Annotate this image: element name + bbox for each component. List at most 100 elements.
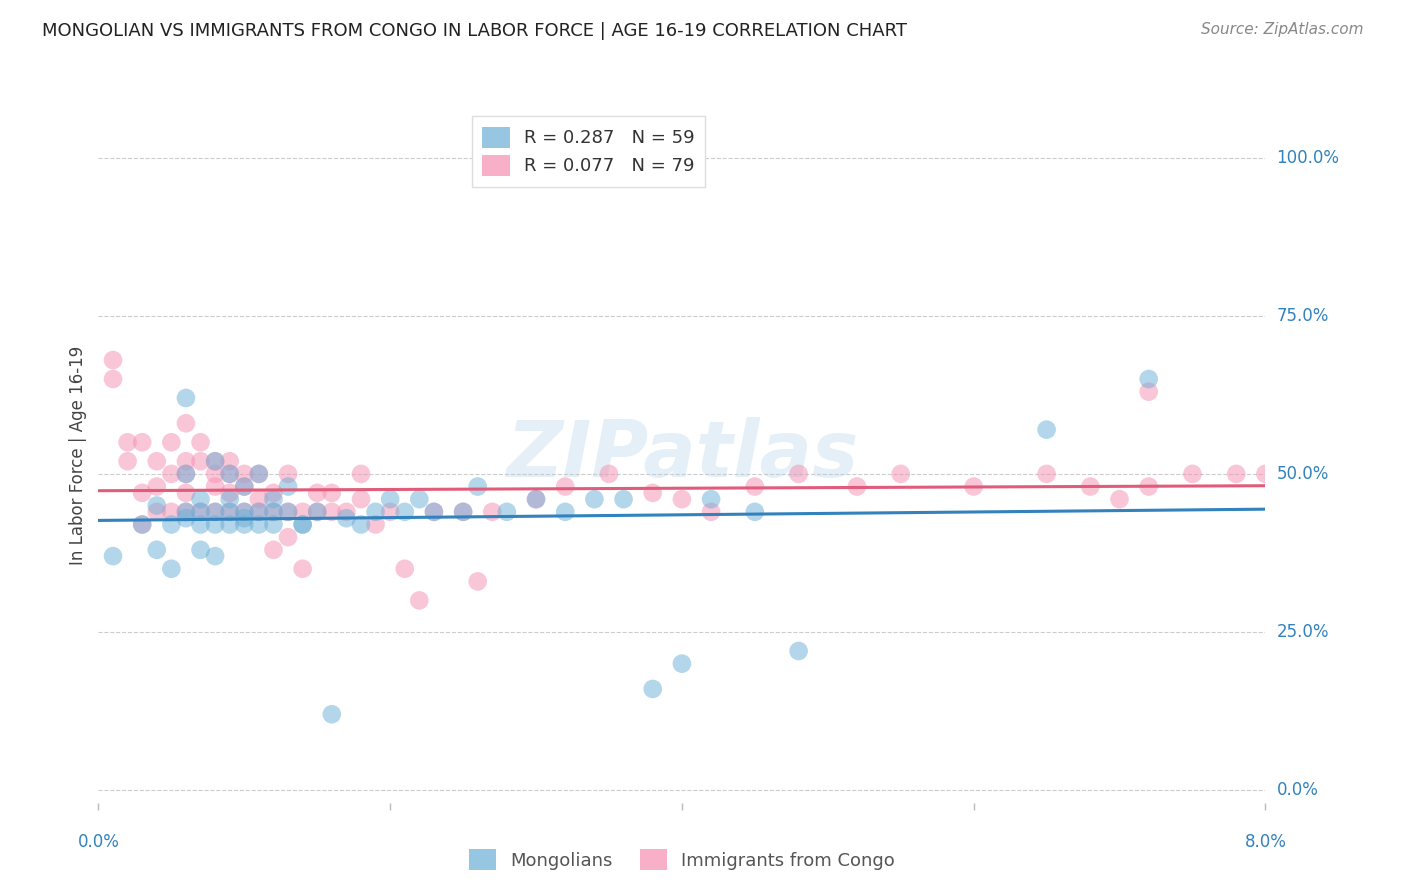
- Point: [364, 505, 387, 519]
- Point: [190, 505, 212, 519]
- Point: [160, 467, 183, 481]
- Point: [598, 467, 620, 481]
- Point: [1035, 423, 1057, 437]
- Point: [700, 505, 723, 519]
- Point: [1137, 384, 1160, 399]
- Point: [1080, 479, 1102, 493]
- Point: [160, 505, 183, 519]
- Point: [1254, 467, 1277, 481]
- Point: [451, 505, 474, 519]
- Point: [612, 492, 634, 507]
- Point: [496, 505, 519, 519]
- Point: [218, 492, 240, 507]
- Point: [671, 492, 693, 507]
- Point: [174, 467, 197, 481]
- Text: 50.0%: 50.0%: [1277, 465, 1329, 483]
- Point: [890, 467, 912, 481]
- Point: [233, 505, 256, 519]
- Point: [146, 505, 169, 519]
- Point: [218, 517, 240, 532]
- Point: [787, 467, 810, 481]
- Point: [378, 505, 402, 519]
- Point: [233, 517, 256, 532]
- Point: [190, 435, 212, 450]
- Point: [247, 505, 270, 519]
- Point: [174, 486, 197, 500]
- Point: [641, 681, 664, 696]
- Point: [1327, 467, 1350, 481]
- Point: [451, 505, 474, 519]
- Point: [277, 530, 299, 544]
- Point: [247, 505, 270, 519]
- Text: Source: ZipAtlas.com: Source: ZipAtlas.com: [1201, 22, 1364, 37]
- Point: [204, 549, 226, 563]
- Point: [247, 492, 270, 507]
- Point: [262, 542, 284, 557]
- Point: [204, 505, 226, 519]
- Point: [1225, 467, 1247, 481]
- Point: [481, 505, 503, 519]
- Point: [247, 467, 270, 481]
- Point: [378, 492, 402, 507]
- Point: [1137, 479, 1160, 493]
- Point: [218, 454, 240, 468]
- Point: [408, 492, 430, 507]
- Point: [262, 486, 284, 500]
- Point: [190, 517, 212, 532]
- Point: [146, 542, 169, 557]
- Text: 25.0%: 25.0%: [1277, 623, 1329, 641]
- Point: [218, 505, 240, 519]
- Point: [160, 562, 183, 576]
- Point: [247, 517, 270, 532]
- Point: [1181, 467, 1204, 481]
- Point: [350, 467, 373, 481]
- Point: [467, 479, 489, 493]
- Point: [277, 505, 299, 519]
- Point: [204, 454, 226, 468]
- Y-axis label: In Labor Force | Age 16-19: In Labor Force | Age 16-19: [69, 345, 87, 565]
- Legend: Mongolians, Immigrants from Congo: Mongolians, Immigrants from Congo: [461, 842, 903, 877]
- Point: [117, 435, 139, 450]
- Point: [233, 479, 256, 493]
- Point: [218, 467, 240, 481]
- Point: [307, 505, 329, 519]
- Point: [408, 593, 430, 607]
- Point: [204, 505, 226, 519]
- Point: [394, 505, 416, 519]
- Point: [160, 435, 183, 450]
- Point: [350, 517, 373, 532]
- Point: [277, 479, 299, 493]
- Point: [101, 372, 124, 386]
- Point: [1035, 467, 1057, 481]
- Point: [744, 479, 766, 493]
- Text: 100.0%: 100.0%: [1277, 149, 1340, 167]
- Point: [131, 486, 153, 500]
- Point: [204, 454, 226, 468]
- Point: [700, 492, 723, 507]
- Point: [262, 517, 284, 532]
- Point: [554, 505, 576, 519]
- Point: [262, 505, 284, 519]
- Point: [262, 492, 284, 507]
- Point: [335, 511, 357, 525]
- Point: [277, 467, 299, 481]
- Point: [350, 492, 373, 507]
- Point: [277, 505, 299, 519]
- Point: [554, 479, 576, 493]
- Point: [174, 417, 197, 431]
- Point: [671, 657, 693, 671]
- Point: [218, 467, 240, 481]
- Point: [467, 574, 489, 589]
- Point: [641, 486, 664, 500]
- Point: [204, 517, 226, 532]
- Point: [190, 505, 212, 519]
- Point: [1137, 372, 1160, 386]
- Point: [174, 505, 197, 519]
- Point: [233, 479, 256, 493]
- Point: [845, 479, 868, 493]
- Point: [307, 505, 329, 519]
- Point: [146, 499, 169, 513]
- Point: [307, 486, 329, 500]
- Text: 0.0%: 0.0%: [1277, 781, 1319, 799]
- Point: [423, 505, 446, 519]
